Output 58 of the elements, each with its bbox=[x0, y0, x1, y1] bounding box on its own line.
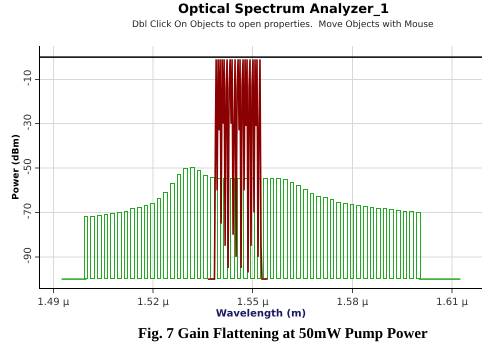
bar bbox=[183, 168, 188, 279]
bar bbox=[343, 203, 348, 279]
bar bbox=[90, 216, 95, 279]
bar bbox=[383, 208, 387, 279]
bar bbox=[170, 183, 175, 279]
bar bbox=[144, 205, 148, 279]
bar bbox=[350, 204, 354, 279]
bar bbox=[163, 192, 168, 279]
y-tick-label: -30 bbox=[23, 114, 34, 130]
chart-subtitle: Dbl Click On Objects to open properties. Move Objects with Mouse bbox=[132, 20, 434, 30]
bar bbox=[124, 211, 128, 279]
bar bbox=[137, 207, 142, 279]
bar bbox=[316, 196, 321, 279]
bar bbox=[396, 210, 401, 279]
bar bbox=[409, 211, 414, 279]
line-series bbox=[207, 58, 268, 280]
bar bbox=[370, 207, 374, 279]
bar bbox=[363, 206, 368, 279]
bar bbox=[130, 208, 135, 279]
x-tick-label: 1.61 µ bbox=[436, 297, 469, 308]
bar bbox=[157, 198, 161, 279]
chart-title: Optical Spectrum Analyzer_1 bbox=[178, 2, 389, 17]
bar bbox=[290, 182, 294, 279]
bar bbox=[276, 178, 281, 279]
caption: Fig. 7 Gain Flattening at 50mW Pump Power bbox=[138, 326, 428, 342]
bar bbox=[310, 193, 314, 279]
bar bbox=[270, 178, 274, 279]
x-tick-label: 1.52 µ bbox=[137, 297, 170, 308]
bar bbox=[177, 174, 181, 279]
bar bbox=[283, 179, 288, 279]
bar bbox=[389, 209, 394, 279]
bar bbox=[356, 205, 361, 279]
bar bbox=[117, 212, 122, 279]
bar bbox=[203, 175, 208, 279]
bar bbox=[323, 197, 328, 279]
bar bbox=[97, 215, 102, 279]
x-axis-title: Wavelength (m) bbox=[216, 308, 306, 320]
x-tick-label: 1.49 µ bbox=[37, 297, 70, 308]
y-tick-label: -90 bbox=[23, 247, 34, 264]
bar bbox=[150, 203, 155, 279]
bar bbox=[110, 213, 115, 279]
bar bbox=[303, 189, 308, 279]
y-tick-label: -50 bbox=[23, 158, 34, 175]
y-tick-label: -10 bbox=[23, 70, 34, 86]
bar bbox=[104, 214, 108, 279]
x-tick-label: 1.58 µ bbox=[336, 297, 369, 308]
bar bbox=[403, 211, 407, 279]
y-axis-title: Power (dBm) bbox=[11, 134, 22, 200]
bar bbox=[330, 199, 334, 279]
bar bbox=[336, 202, 341, 279]
bar bbox=[230, 178, 235, 279]
bar bbox=[263, 178, 268, 279]
bar bbox=[296, 185, 301, 279]
y-tick-label: -70 bbox=[23, 202, 34, 220]
bar bbox=[197, 170, 201, 279]
x-tick-label: 1.55 µ bbox=[236, 297, 270, 308]
bar bbox=[190, 167, 195, 279]
bar bbox=[376, 208, 381, 279]
